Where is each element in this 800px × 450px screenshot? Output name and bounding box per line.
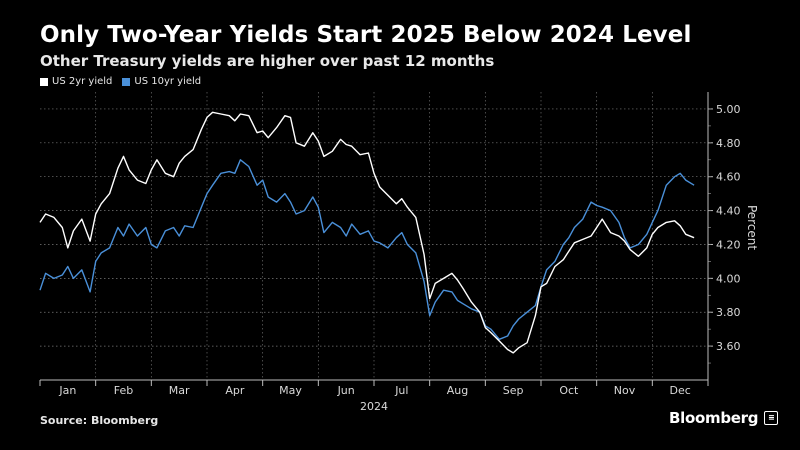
xtick-label: Aug	[447, 384, 468, 397]
xtick-label: Oct	[559, 384, 579, 397]
grid-lines	[40, 92, 708, 380]
chart-title: Only Two-Year Yields Start 2025 Below 20…	[40, 22, 692, 48]
ytick-label: 5.00	[716, 103, 741, 116]
year-label: 2024	[360, 400, 388, 413]
xtick-label: Feb	[114, 384, 133, 397]
source-note: Source: Bloomberg	[40, 414, 159, 427]
ytick-label: 3.80	[716, 306, 741, 319]
ytick-label: 4.20	[716, 238, 741, 251]
brand-name: Bloomberg	[669, 409, 759, 427]
chart-subtitle: Other Treasury yields are higher over pa…	[40, 52, 495, 70]
axes	[39, 92, 713, 386]
brand-badge-icon: ≡	[764, 411, 779, 425]
ytick-label: 4.00	[716, 272, 741, 285]
xtick-label: Sep	[503, 384, 524, 397]
legend-item-10yr: US 10yr yield	[122, 76, 201, 87]
xtick-label: Jul	[394, 384, 408, 397]
legend-label-10yr: US 10yr yield	[134, 76, 202, 87]
ytick-label: 4.60	[716, 171, 741, 184]
series-lines	[39, 111, 695, 354]
legend-swatch-2yr	[40, 77, 48, 86]
xtick-label: Nov	[614, 384, 636, 397]
xtick-label: Mar	[169, 384, 190, 397]
series-line-10yr	[39, 159, 695, 340]
legend-item-2yr: US 2yr yield	[40, 76, 112, 87]
ytick-label: 4.80	[716, 137, 741, 150]
tick-labels: 3.60 3.80 4.00 4.20 4.40 4.60 4.80 5.00 Jan Feb Ma…	[58, 103, 759, 413]
xtick-label: Dec	[670, 384, 691, 397]
legend-swatch-10yr	[122, 77, 131, 86]
ytick-label: 4.40	[716, 205, 741, 218]
legend-label-2yr: US 2yr yield	[52, 76, 113, 87]
xtick-label: Jan	[58, 384, 76, 397]
xtick-label: Apr	[225, 384, 245, 397]
brand-logo: Bloomberg ≡	[669, 409, 779, 427]
xtick-label: May	[279, 384, 302, 397]
series-line-2yr	[39, 111, 695, 354]
ytick-label: 3.60	[716, 340, 741, 353]
y-axis-title: Percent	[745, 205, 759, 250]
chart-legend: US 2yr yield US 10yr yield	[40, 76, 211, 87]
xtick-label: Jun	[337, 384, 355, 397]
